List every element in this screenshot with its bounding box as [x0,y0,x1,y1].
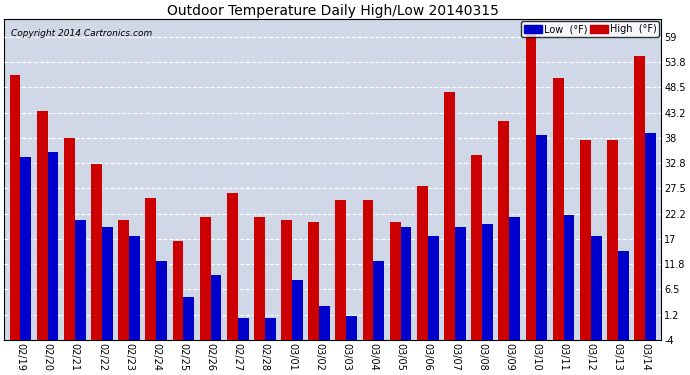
Bar [37,111,48,340]
Bar [498,121,509,340]
Bar [363,200,373,340]
Bar [373,261,384,340]
Bar [444,92,455,340]
Text: Copyright 2014 Cartronics.com: Copyright 2014 Cartronics.com [11,29,152,38]
Bar [401,227,411,340]
Bar [91,164,102,340]
Bar [118,220,129,340]
Bar [254,217,265,340]
Bar [129,236,140,340]
Bar [48,152,59,340]
Bar [156,261,167,340]
Bar [75,220,86,340]
Bar [308,222,319,340]
Bar [227,193,237,340]
Bar [591,236,602,340]
Bar [292,280,303,340]
Bar [417,186,428,340]
Bar [184,297,195,340]
Title: Outdoor Temperature Daily High/Low 20140315: Outdoor Temperature Daily High/Low 20140… [167,4,499,18]
Bar [536,135,547,340]
Bar [281,220,292,340]
Bar [21,157,31,340]
Bar [210,275,221,340]
Bar [346,316,357,340]
Bar [471,154,482,340]
Bar [146,198,156,340]
Bar [455,227,466,340]
Bar [265,318,276,340]
Bar [335,200,346,340]
Bar [199,217,210,340]
Bar [618,251,629,340]
Bar [526,32,536,340]
Legend: Low  (°F), High  (°F): Low (°F), High (°F) [522,21,660,37]
Bar [319,306,330,340]
Bar [428,236,439,340]
Bar [64,138,75,340]
Bar [564,215,574,340]
Bar [482,224,493,340]
Bar [102,227,112,340]
Bar [580,140,591,340]
Bar [172,241,184,340]
Bar [509,217,520,340]
Bar [645,133,656,340]
Bar [10,75,21,340]
Bar [237,318,248,340]
Bar [634,56,645,340]
Bar [553,78,564,340]
Bar [390,222,401,340]
Bar [607,140,618,340]
